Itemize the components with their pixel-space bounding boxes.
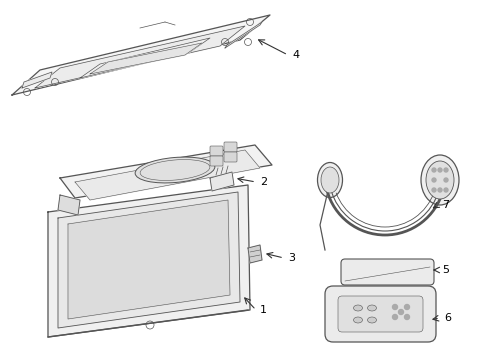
Polygon shape (68, 200, 229, 319)
Circle shape (404, 315, 408, 320)
Circle shape (443, 168, 447, 172)
Text: 3: 3 (287, 253, 294, 263)
Circle shape (443, 188, 447, 192)
Circle shape (431, 178, 435, 182)
Polygon shape (60, 145, 271, 198)
Polygon shape (48, 185, 249, 337)
FancyBboxPatch shape (224, 152, 237, 162)
Circle shape (404, 305, 408, 310)
FancyBboxPatch shape (224, 142, 237, 152)
Polygon shape (58, 192, 240, 328)
FancyBboxPatch shape (325, 286, 435, 342)
Polygon shape (35, 26, 244, 88)
Ellipse shape (367, 305, 376, 311)
Circle shape (398, 310, 403, 315)
Text: 1: 1 (260, 305, 266, 315)
Circle shape (437, 188, 441, 192)
Text: 6: 6 (443, 313, 450, 323)
Polygon shape (58, 195, 80, 215)
FancyBboxPatch shape (340, 259, 433, 285)
Ellipse shape (425, 161, 453, 199)
Circle shape (431, 168, 435, 172)
Circle shape (392, 305, 397, 310)
Text: 7: 7 (441, 200, 448, 210)
Text: 4: 4 (291, 50, 299, 60)
Circle shape (443, 178, 447, 182)
FancyBboxPatch shape (209, 146, 223, 156)
Polygon shape (90, 43, 202, 74)
Text: 5: 5 (441, 265, 448, 275)
Ellipse shape (420, 155, 458, 205)
Text: 2: 2 (260, 177, 266, 187)
Ellipse shape (353, 305, 362, 311)
Circle shape (431, 188, 435, 192)
Polygon shape (12, 15, 269, 95)
Circle shape (437, 168, 441, 172)
FancyBboxPatch shape (337, 296, 422, 332)
Polygon shape (22, 72, 52, 88)
Ellipse shape (317, 162, 342, 198)
Polygon shape (80, 38, 209, 78)
Ellipse shape (135, 157, 214, 183)
Polygon shape (224, 22, 262, 48)
FancyBboxPatch shape (209, 156, 223, 166)
Polygon shape (75, 150, 260, 200)
Polygon shape (247, 245, 262, 263)
Ellipse shape (353, 317, 362, 323)
Ellipse shape (320, 167, 338, 193)
Ellipse shape (367, 317, 376, 323)
Circle shape (392, 315, 397, 320)
Polygon shape (209, 172, 234, 191)
